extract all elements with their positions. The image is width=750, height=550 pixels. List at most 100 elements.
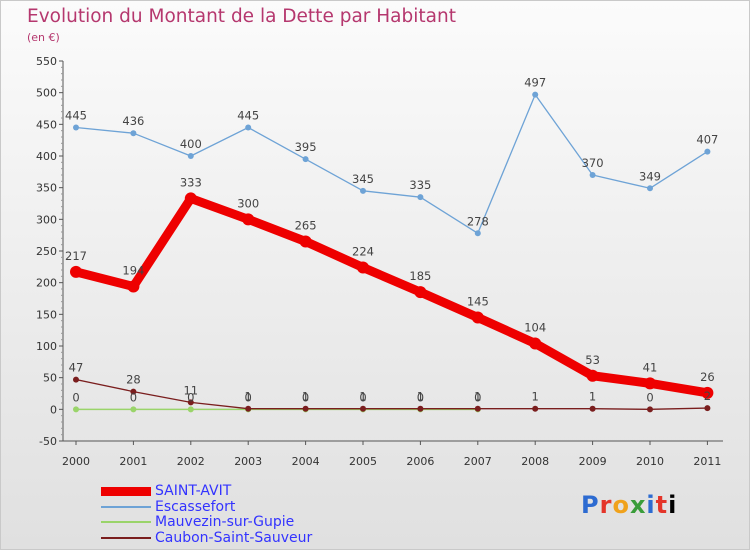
y-tick-label: -50 xyxy=(39,435,57,448)
data-point-saint-avit xyxy=(184,192,197,205)
data-point-caubon-saint-sauveur xyxy=(245,405,252,412)
data-label-escassefort: 345 xyxy=(352,172,374,186)
data-label-escassefort: 395 xyxy=(295,140,317,154)
y-tick-label: 400 xyxy=(36,150,57,163)
y-tick-label: 500 xyxy=(36,87,57,100)
data-point-escassefort xyxy=(130,130,137,137)
data-point-caubon-saint-sauveur xyxy=(187,399,194,406)
data-label-caubon-saint-sauveur: 2 xyxy=(704,389,711,403)
y-tick-label: 300 xyxy=(36,213,57,226)
data-label-saint-avit: 224 xyxy=(352,244,374,258)
x-tick-label: 2004 xyxy=(292,455,320,468)
x-tick-label: 2005 xyxy=(349,455,377,468)
x-tick-label: 2002 xyxy=(177,455,205,468)
data-point-mauvezin-sur-gupie xyxy=(73,406,79,413)
data-point-saint-avit xyxy=(701,386,714,399)
data-point-caubon-saint-sauveur xyxy=(474,405,481,412)
x-tick-label: 2000 xyxy=(62,455,90,468)
data-point-caubon-saint-sauveur xyxy=(130,388,137,395)
y-tick-label: 450 xyxy=(36,118,57,131)
data-label-mauvezin-sur-gupie: 0 xyxy=(72,390,79,404)
data-point-saint-avit xyxy=(70,265,82,278)
chart-subtitle: (en €) xyxy=(27,31,60,44)
x-tick-label: 2008 xyxy=(521,455,549,468)
data-label-escassefort: 445 xyxy=(65,109,87,123)
data-point-caubon-saint-sauveur xyxy=(647,406,653,413)
x-tick-label: 2011 xyxy=(693,455,721,468)
legend-swatch-mauvezin xyxy=(101,521,151,523)
data-label-caubon-saint-sauveur: 0 xyxy=(646,390,653,404)
data-label-escassefort: 278 xyxy=(467,214,489,228)
data-label-escassefort: 400 xyxy=(180,137,202,151)
y-tick-label: 50 xyxy=(43,372,57,385)
legend-swatch-saint-avit xyxy=(101,487,151,496)
data-label-saint-avit: 194 xyxy=(122,263,144,277)
data-label-escassefort: 436 xyxy=(122,114,144,128)
data-label-saint-avit: 300 xyxy=(237,196,259,210)
data-point-escassefort xyxy=(704,148,711,155)
data-label-escassefort: 370 xyxy=(582,156,604,170)
data-label-mauvezin-sur-gupie: 0 xyxy=(302,390,309,404)
data-label-saint-avit: 104 xyxy=(524,320,546,334)
data-label-escassefort: 335 xyxy=(409,178,431,192)
x-tick-label: 2006 xyxy=(406,455,434,468)
data-label-mauvezin-sur-gupie: 0 xyxy=(245,390,252,404)
y-tick-label: 100 xyxy=(36,340,57,353)
series-line-saint-avit xyxy=(71,193,712,398)
legend-label-escassefort: Escassefort xyxy=(155,498,236,515)
y-tick-label: 350 xyxy=(36,182,57,195)
data-label-mauvezin-sur-gupie: 0 xyxy=(417,390,424,404)
data-point-escassefort xyxy=(474,230,481,237)
x-tick-label: 2010 xyxy=(636,455,664,468)
x-tick-label: 2007 xyxy=(464,455,492,468)
y-tick-label: 550 xyxy=(36,55,57,68)
x-tick-label: 2009 xyxy=(579,455,607,468)
data-label-saint-avit: 217 xyxy=(65,249,87,263)
data-point-escassefort xyxy=(647,185,653,192)
data-point-escassefort xyxy=(245,124,252,131)
data-point-caubon-saint-sauveur xyxy=(704,405,711,412)
data-label-caubon-saint-sauveur: 28 xyxy=(126,373,141,387)
data-label-caubon-saint-sauveur: 1 xyxy=(245,390,252,404)
data-point-escassefort xyxy=(417,194,424,201)
legend-label-saint-avit: SAINT-AVIT xyxy=(155,483,232,499)
data-point-escassefort xyxy=(589,172,596,178)
chart-title: Evolution du Montant de la Dette par Hab… xyxy=(27,6,456,27)
data-label-saint-avit: 145 xyxy=(467,295,489,309)
data-point-mauvezin-sur-gupie xyxy=(187,406,194,413)
series-line-caubon-saint-sauveur xyxy=(75,378,709,410)
data-label-escassefort: 445 xyxy=(237,109,259,123)
data-point-caubon-saint-sauveur xyxy=(360,405,366,412)
legend-label-mauvezin: Mauvezin-sur-Gupie xyxy=(155,514,295,530)
data-label-saint-avit: 53 xyxy=(585,353,600,367)
data-label-escassefort: 349 xyxy=(639,169,661,183)
data-point-escassefort xyxy=(187,153,194,159)
x-tick-label: 2003 xyxy=(234,455,262,468)
data-label-caubon-saint-sauveur: 1 xyxy=(474,390,481,404)
data-point-saint-avit xyxy=(529,337,542,350)
data-point-saint-avit xyxy=(644,377,656,390)
data-label-caubon-saint-sauveur: 1 xyxy=(302,390,309,404)
data-label-mauvezin-sur-gupie: 0 xyxy=(359,390,366,404)
legend-swatch-caubon xyxy=(101,536,151,539)
data-label-saint-avit: 185 xyxy=(409,269,431,283)
data-label-saint-avit: 26 xyxy=(700,370,715,384)
data-point-caubon-saint-sauveur xyxy=(589,405,596,412)
data-label-caubon-saint-sauveur: 1 xyxy=(589,390,596,404)
data-point-saint-avit xyxy=(242,213,255,226)
data-label-caubon-saint-sauveur: 1 xyxy=(532,390,539,404)
y-tick-label: 250 xyxy=(36,245,57,258)
data-point-escassefort xyxy=(360,187,366,194)
data-point-saint-avit xyxy=(471,311,484,324)
data-label-saint-avit: 41 xyxy=(643,360,658,374)
data-point-saint-avit xyxy=(586,369,599,382)
data-point-escassefort xyxy=(302,156,309,163)
data-point-escassefort xyxy=(532,91,539,98)
data-point-caubon-saint-sauveur xyxy=(532,405,539,412)
data-label-mauvezin-sur-gupie: 0 xyxy=(474,390,481,404)
x-tick-label: 2001 xyxy=(119,455,147,468)
data-point-caubon-saint-sauveur xyxy=(417,405,424,412)
data-label-caubon-saint-sauveur: 1 xyxy=(359,390,366,404)
data-point-saint-avit xyxy=(127,280,140,293)
